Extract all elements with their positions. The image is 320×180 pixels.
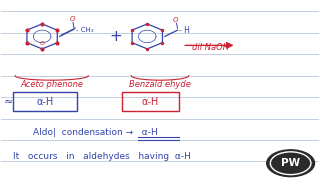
- Text: - H: - H: [179, 26, 190, 35]
- Text: α-H: α-H: [37, 97, 54, 107]
- Text: PW: PW: [281, 158, 300, 168]
- Text: It   occurs   in   aldehydes   having  α-H: It occurs in aldehydes having α-H: [13, 152, 191, 161]
- Circle shape: [267, 150, 315, 177]
- Text: O: O: [173, 17, 179, 23]
- Text: α-H: α-H: [142, 97, 159, 107]
- Bar: [13, 92, 77, 111]
- Text: Benzald ehyde: Benzald ehyde: [129, 80, 191, 89]
- Text: O: O: [40, 41, 44, 46]
- Bar: [122, 92, 179, 111]
- Text: Aceto phenone: Aceto phenone: [20, 80, 83, 89]
- Text: dil NaOH: dil NaOH: [192, 43, 229, 52]
- Text: +: +: [109, 29, 122, 44]
- Text: ≈: ≈: [4, 97, 13, 107]
- Text: Aldo|  condensation →   α-H: Aldo| condensation → α-H: [33, 128, 157, 137]
- Text: O: O: [70, 16, 75, 22]
- Text: - CH₃: - CH₃: [76, 27, 93, 33]
